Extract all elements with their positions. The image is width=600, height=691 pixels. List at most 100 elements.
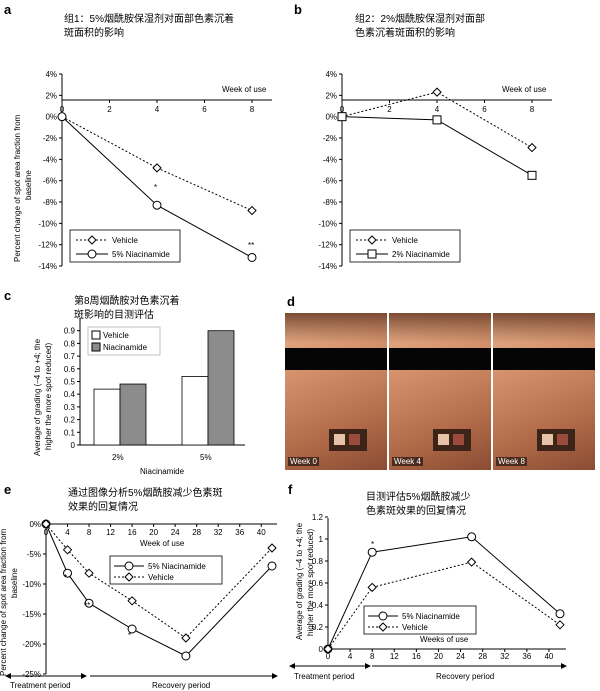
e-ytick-label: -5%: [27, 550, 41, 559]
panel-a-annot-1: *: [154, 183, 157, 192]
e-series-1-point: [127, 596, 137, 606]
a-ytick-label: -2%: [43, 134, 57, 143]
eye-bar: [389, 348, 491, 370]
b-series-1-line: [341, 116, 533, 176]
panel-f-legend-nia-marker: [378, 611, 388, 621]
panel-e-annot-1: *: [64, 573, 67, 582]
e-series-0-line: [45, 523, 273, 657]
panel-f-treatment-label: Treatment period: [294, 672, 355, 681]
a-ytick-label: 4%: [45, 70, 57, 79]
e-xtick-label: 16: [128, 528, 137, 537]
panel-e-legend-vehicle-label: Vehicle: [148, 573, 174, 582]
c-ytick-label: 0.2: [64, 416, 76, 425]
b-ytick-label: -10%: [318, 219, 337, 228]
panel-f-legend-nia-label: 5% Niacinamide: [402, 612, 460, 621]
f-series-0-point: [467, 532, 477, 542]
panel-a-title-2: 斑面积的影响: [64, 26, 124, 39]
b-series-1-point: [337, 112, 347, 122]
panel-a-legend-vehicle-marker: [87, 235, 97, 245]
panel-a-legend: [69, 229, 181, 263]
panel-c-legend-nia-label: Niacinamide: [103, 343, 148, 352]
f-series-0-point: [555, 609, 565, 619]
a-series-1-point: [247, 252, 257, 262]
b-series-0-point: [432, 87, 442, 97]
panel-c-legend-vehicle-label: Vehicle: [103, 331, 129, 340]
b-ytick-label: -8%: [323, 198, 337, 207]
f-xtick-label: 24: [456, 652, 465, 661]
e-xtick-label: 32: [214, 528, 223, 537]
f-xtick-label: 20: [434, 652, 443, 661]
e-ytick-label: -10%: [22, 580, 41, 589]
f-series-0-point: [367, 547, 377, 557]
panel-b-legend-vehicle-label: Vehicle: [392, 236, 418, 245]
photo-week-8: Week 8: [493, 313, 595, 470]
panel-b-plot: [337, 87, 537, 180]
panel-c-letter: c: [4, 288, 11, 303]
panel-f-title-2: 色素斑效果的回复情况: [366, 504, 466, 517]
panel-d-photos: Week 0 Week 4 Week 8: [285, 313, 600, 470]
e-series-0-point: [127, 624, 137, 634]
panel-f-letter: f: [288, 482, 293, 497]
a-ytick-label: -8%: [43, 198, 57, 207]
b-ytick-label: -12%: [318, 241, 337, 250]
a-ytick-label: 0%: [45, 113, 57, 122]
b-series-1-point: [527, 170, 537, 180]
f-xtick-label: 40: [544, 652, 553, 661]
e-series-1-point: [84, 568, 94, 578]
photo-hair: [493, 313, 595, 343]
panel-a-legend-vehicle-label: Vehicle: [112, 236, 138, 245]
panel-e-y-ticks: 0% -5% -10% -15% -20% -25%: [22, 520, 46, 679]
panel-f-ylabel-1: Average of grading (–4 to +4; the: [295, 522, 304, 640]
panel-f-xlabel: Weeks of use: [420, 635, 469, 644]
e-xtick-label: 40: [257, 528, 266, 537]
panel-b-letter: b: [294, 2, 302, 17]
e-series-0-point: [181, 651, 191, 661]
panel-a-ylabel-1: Percent change of spot area fraction fro…: [13, 114, 22, 262]
f-ytick-label: 1: [319, 535, 324, 544]
e-ytick-label: -15%: [22, 610, 41, 619]
e-series-1-point: [41, 519, 51, 529]
a-series-1-point: [152, 200, 162, 210]
panel-b-y-ticks: 4% 2% 0% -2% -4% -6% -8% -10% -12% -14%: [318, 70, 342, 271]
panel-b-legend-nia-label: 2% Niacinamide: [392, 250, 450, 259]
panel-c-title-1: 第8周烟酰胺对色素沉着: [74, 294, 180, 307]
panel-e-ylabel-1: Percent change of spot area fraction fro…: [0, 528, 8, 676]
panel-a-plot: [57, 111, 257, 262]
panel-f-recovery-label: Recovery period: [436, 672, 494, 681]
f-series-1-point: [323, 644, 333, 654]
e-series-1-point: [181, 633, 191, 643]
a-ytick-label: 2%: [45, 91, 57, 100]
c-ytick-label: 0.5: [64, 378, 76, 387]
panel-e-legend-nia-label: 5% Niacinamide: [148, 562, 206, 571]
panel-c-cat-5pct: 5%: [200, 453, 212, 462]
f-xtick-label: 0: [326, 652, 331, 661]
photo-caption: Week 8: [496, 457, 527, 466]
eye-bar: [285, 348, 387, 370]
panel-c-y-ticks: 0 0.1 0.2 0.3 0.4 0.5 0.6 0.7 0.8 0.9: [64, 327, 80, 450]
e-series-1-point: [62, 545, 73, 555]
panel-c-cat-2pct: 2%: [112, 453, 124, 462]
e-xtick-label: 4: [65, 528, 70, 537]
panel-a: a 组1：5%烟酰胺保湿剂对面部色素沉着 斑面积的影响 Percent chan…: [4, 2, 272, 271]
f-ytick-label: 0.6: [312, 579, 324, 588]
f-xtick-label: 36: [522, 652, 531, 661]
f-ytick-label: 0.2: [312, 623, 324, 632]
f-xtick-label: 8: [370, 652, 375, 661]
a-xtick-label: 2: [107, 105, 112, 114]
panel-e-title-2: 效果的回复情况: [68, 500, 138, 513]
c-ytick-label: 0: [71, 441, 76, 450]
panel-e-ylabel-2: baseline: [10, 568, 19, 598]
panel-a-legend-nia-marker: [87, 249, 97, 259]
f-ytick-label: 0: [319, 645, 324, 654]
panel-f-annot-1: *: [371, 540, 374, 549]
e-series-0-point: [84, 598, 94, 608]
panel-e-annot-2: **: [84, 601, 90, 610]
panel-e-legend-nia-marker: [124, 561, 134, 571]
panel-e-letter: e: [4, 482, 11, 497]
a-ytick-label: -4%: [43, 155, 57, 164]
c-ytick-label: 0.3: [64, 403, 76, 412]
panel-a-letter: a: [4, 2, 12, 17]
panel-f-ylabel-2: higher the more spot reduced): [306, 528, 315, 636]
